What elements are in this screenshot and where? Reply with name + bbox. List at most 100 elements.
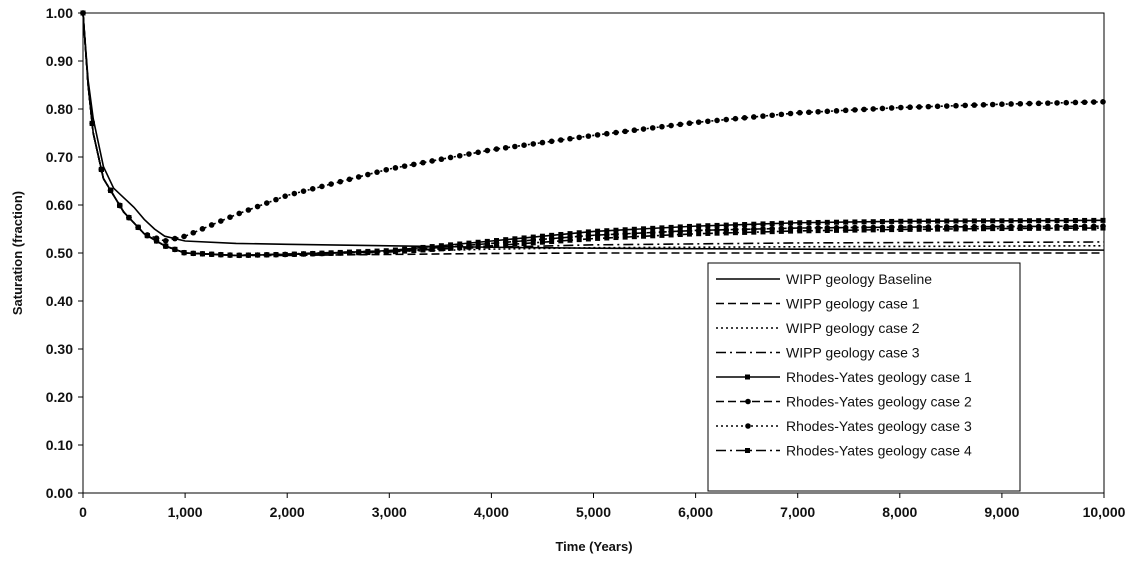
x-tick-label: 9,000 [984,504,1019,520]
data-point [953,226,959,232]
data-point [888,105,895,111]
data-point [502,144,509,151]
data-point [494,242,500,248]
data-point [962,226,968,232]
data-point [319,251,325,257]
data-point [925,218,931,224]
data-point [907,104,913,111]
legend-label: WIPP geology Baseline [786,271,932,287]
data-point [512,241,518,247]
data-point [824,228,830,234]
data-point [989,101,996,108]
x-tick-label: 6,000 [678,504,713,520]
legend-item: WIPP geology case 2 [716,320,920,336]
data-point [714,230,720,236]
y-tick-label: 1.00 [46,5,73,21]
data-point [668,224,674,230]
data-point [778,111,785,118]
data-point [558,231,564,237]
y-tick-label: 0.90 [46,53,73,69]
legend-label: WIPP geology case 2 [786,320,920,336]
data-point [236,252,242,258]
data-point [585,133,592,139]
data-point [521,240,527,246]
legend-label: Rhodes-Yates geology case 4 [786,443,972,459]
data-point [438,246,444,252]
data-point [576,230,582,236]
data-point [392,249,398,255]
data-point [319,183,325,190]
data-point [732,230,738,236]
data-point [1054,225,1060,231]
data-point [732,222,738,228]
data-point [163,243,169,249]
x-tick-label: 3,000 [372,504,407,520]
data-point [530,141,537,147]
data-point [466,244,472,250]
legend-label: WIPP geology case 1 [786,296,920,312]
legend-label: Rhodes-Yates geology case 3 [786,418,972,434]
data-point [530,234,536,240]
y-tick-label: 0.00 [46,485,73,501]
y-axis-title: Saturation (fraction) [10,191,25,315]
data-point [300,188,307,194]
data-point [889,218,895,224]
data-point [686,120,693,127]
data-point [365,250,371,256]
data-point [291,190,298,197]
data-point [760,113,766,119]
data-point [622,128,628,135]
data-point [778,228,784,234]
data-point [539,239,545,245]
data-point [916,218,922,224]
data-point [769,229,775,235]
data-point [806,220,812,226]
data-point [254,203,261,210]
data-point [1100,99,1106,105]
data-point [631,234,637,240]
data-point [999,218,1005,224]
legend-label: Rhodes-Yates geology case 2 [786,394,972,410]
data-point [714,117,720,124]
data-point [291,251,297,257]
x-tick-label: 7,000 [780,504,815,520]
legend-label: Rhodes-Yates geology case 1 [786,369,972,385]
data-point [769,112,775,119]
data-point [282,193,288,199]
data-point [677,121,684,128]
data-point [898,104,904,111]
data-point [999,101,1005,107]
data-point [530,240,536,246]
legend-marker [745,398,751,405]
legend-item: Rhodes-Yates geology case 4 [716,443,972,459]
data-point [328,250,334,256]
data-point [190,250,196,256]
data-point [1026,225,1032,231]
data-point [898,218,904,224]
data-point [401,163,408,169]
data-point [824,108,831,115]
data-point [392,165,399,171]
data-point [861,227,867,233]
data-point [411,161,417,168]
data-point [484,243,490,249]
data-point [576,134,583,141]
data-point [935,226,941,232]
x-tick-label: 10,000 [1083,504,1126,520]
data-point [833,227,839,233]
legend-item: WIPP geology Baseline [716,271,932,287]
data-point [953,102,959,109]
data-point [925,103,932,110]
data-point [1045,218,1051,224]
data-point [117,202,123,208]
data-point [641,233,647,239]
data-point [337,178,344,185]
data-point [236,210,243,217]
y-tick-label: 0.80 [46,101,73,117]
series-8 [80,10,1106,258]
data-point [649,125,656,131]
data-point [512,143,518,150]
data-point [374,249,380,255]
data-point [567,237,573,243]
